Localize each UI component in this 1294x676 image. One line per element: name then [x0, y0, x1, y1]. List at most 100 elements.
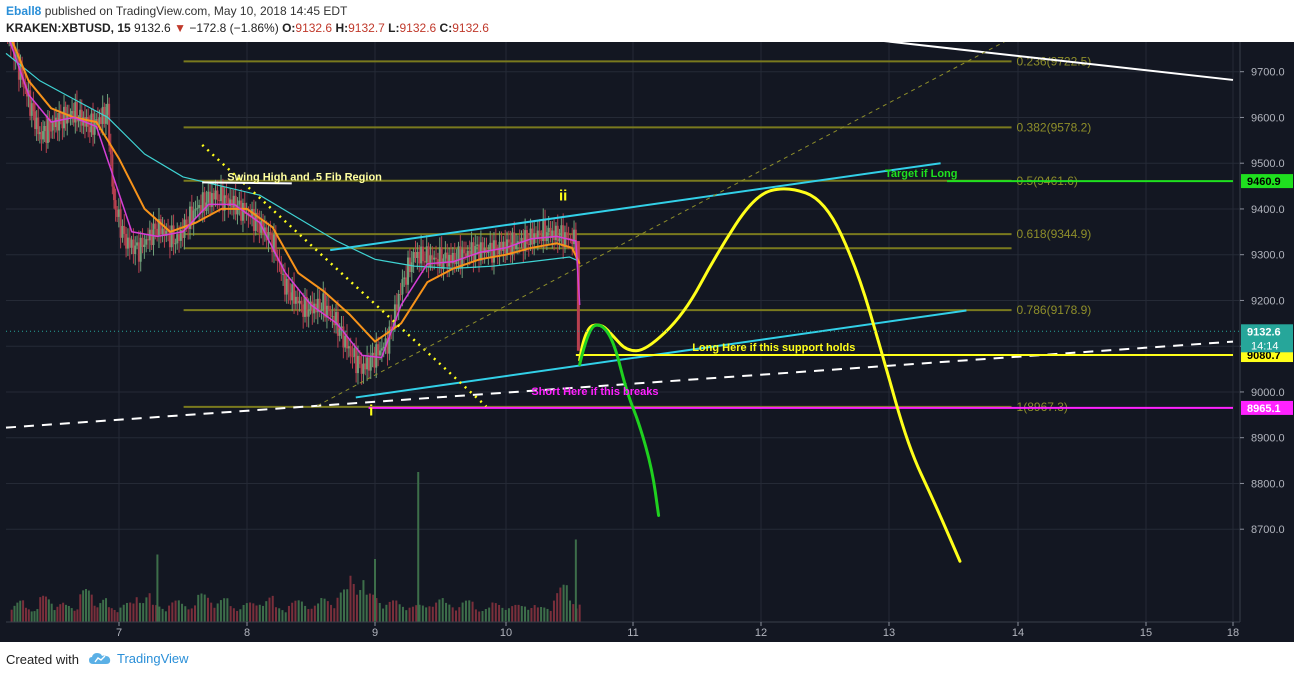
candle-body [230, 199, 233, 208]
volume-bar [572, 604, 575, 622]
volume-bar [110, 608, 113, 622]
volume-bar [53, 610, 56, 622]
candle-body [367, 357, 370, 371]
candle-body [64, 106, 67, 124]
price-chart[interactable]: 0.236(9722.5)0.382(9578.2)0.5(9461.6)0.6… [0, 0, 1294, 642]
candle-body [377, 344, 380, 356]
candle-body [130, 239, 133, 248]
last-price-tag [1241, 324, 1293, 353]
volume-bar [265, 601, 268, 622]
candle-body [212, 193, 215, 200]
candle-body [335, 312, 338, 326]
volume-bar [239, 609, 242, 622]
candle-body [446, 252, 449, 267]
tradingview-link[interactable]: TradingView [117, 651, 189, 666]
candle-body [225, 195, 228, 198]
candle-body [112, 186, 115, 201]
candle-body [397, 294, 400, 311]
candle-body [262, 220, 265, 234]
candle-body [563, 232, 566, 248]
price-tick-label: 9600.0 [1251, 112, 1285, 124]
volume-bar [552, 600, 555, 622]
volume-bar [87, 590, 90, 622]
candle-body [187, 227, 190, 229]
time-tick-label: 9 [372, 627, 378, 639]
candle-body [553, 230, 556, 240]
volume-bar [382, 608, 385, 622]
candle-body [420, 246, 423, 264]
volume-bar [116, 612, 119, 622]
volume-bar [252, 603, 255, 622]
candle-body [87, 117, 90, 127]
candle-body [459, 246, 462, 269]
candle-body [558, 238, 561, 242]
candle-body [433, 257, 436, 260]
candle-body [506, 239, 509, 254]
volume-bar [219, 600, 222, 622]
volume-bar [405, 610, 408, 622]
candle-body [214, 190, 217, 200]
volume-bar [524, 606, 527, 622]
volume-bar [210, 602, 213, 622]
candle-body [421, 246, 424, 262]
volume-bar [527, 609, 530, 622]
candle-body [554, 225, 557, 240]
candle-body [161, 228, 164, 235]
candle-body [168, 231, 171, 248]
candle-body [522, 237, 525, 252]
candle-body [325, 305, 328, 318]
volume-bar [96, 607, 99, 622]
volume-bar [236, 610, 239, 622]
candle-body [35, 117, 38, 130]
author-link[interactable]: Eball8 [6, 4, 42, 18]
volume-bar [540, 607, 543, 622]
volume-bar [458, 607, 461, 622]
volume-bar [129, 602, 132, 622]
close-label: C: [439, 21, 453, 35]
volume-bar [197, 594, 200, 622]
volume-bar [569, 600, 572, 622]
volume-bar [258, 604, 261, 622]
candle-body [481, 242, 484, 254]
volume-bar [375, 598, 378, 622]
candle-body [63, 106, 66, 129]
candle-body [320, 310, 323, 312]
fib-level-label: 1(8967.3) [1017, 400, 1068, 414]
candle-body [340, 326, 343, 329]
volume-bar [349, 575, 352, 622]
volume-bar [565, 585, 568, 622]
candle-body [157, 219, 160, 237]
volume-bar [385, 604, 388, 622]
volume-bar [388, 601, 391, 622]
volume-bar [478, 611, 481, 622]
candle-body [324, 293, 327, 318]
volume-bar [119, 607, 122, 622]
volume-bar [343, 589, 346, 622]
candle-body [298, 300, 301, 304]
volume-bar [578, 604, 581, 622]
candle-body [220, 186, 223, 202]
volume-bar [24, 607, 27, 622]
candle-body [183, 219, 186, 238]
candle-body [37, 117, 40, 135]
candle-body [349, 346, 352, 357]
candle-body [373, 352, 376, 368]
volume-bar [177, 600, 180, 622]
volume-bar [158, 606, 161, 622]
candle-body [491, 242, 494, 263]
candle-body [302, 304, 305, 317]
candle-body [280, 262, 283, 275]
volume-bar [559, 587, 562, 622]
volume-bar [232, 608, 235, 622]
candle-body [154, 223, 157, 229]
candle-body [203, 192, 206, 211]
volume-bar [310, 608, 313, 622]
candle-body [327, 305, 330, 311]
candle-body [455, 259, 458, 265]
fib-level-label: 0.786(9178.9) [1017, 303, 1092, 317]
candle-body [371, 352, 374, 356]
volume-bar [517, 604, 520, 622]
candle-body [414, 252, 417, 259]
volume-bar [441, 598, 444, 622]
chart-area[interactable]: 0.236(9722.5) 0.382(9578.2) 0.5(9461.6) 0.6… [0, 0, 1294, 642]
